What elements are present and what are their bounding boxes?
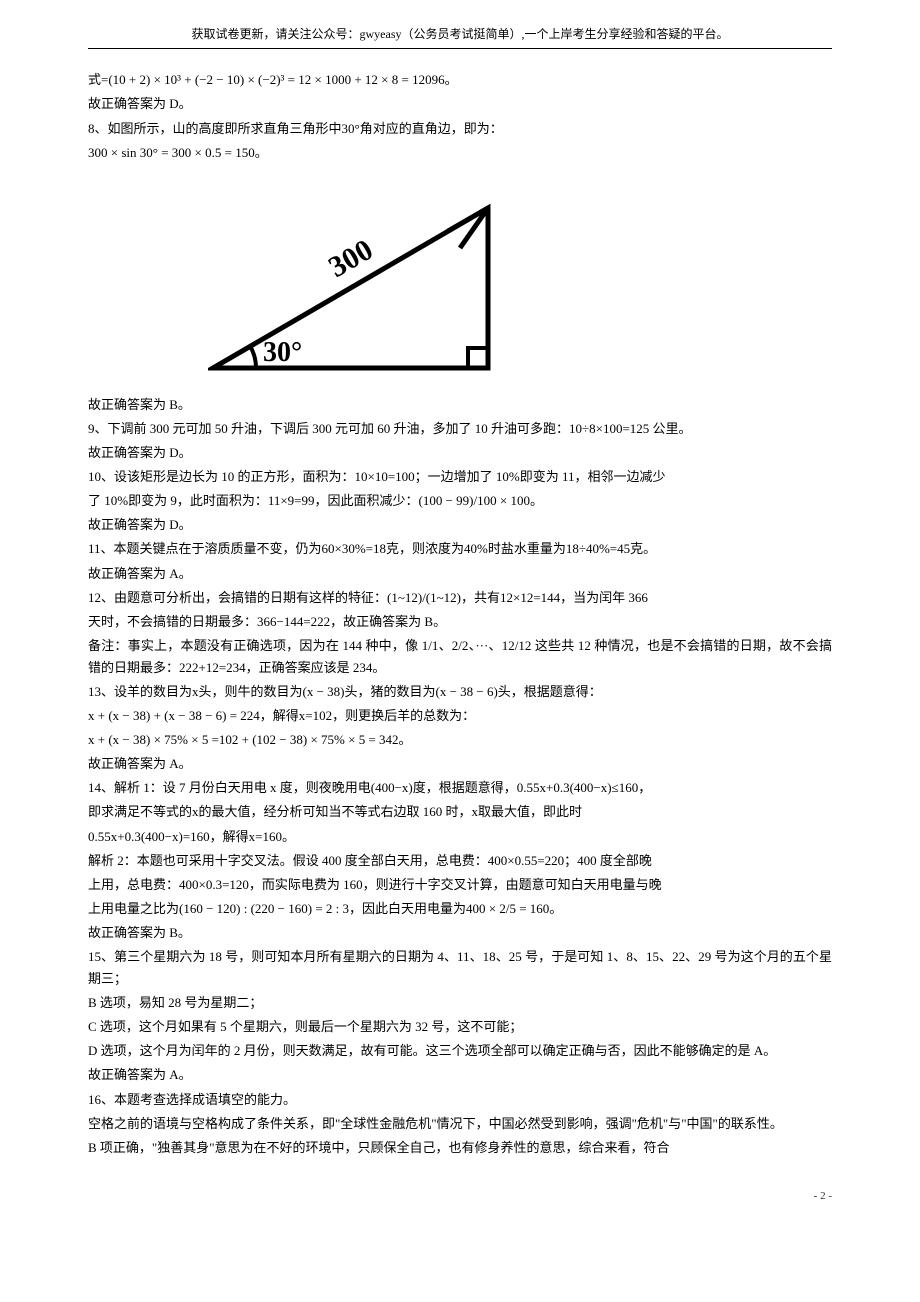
q14-line2: 即求满足不等式的x的最大值，经分析可知当不等式右边取 160 时，x取最大值，即… [88,801,832,823]
q8-line1: 8、如图所示，山的高度即所求直角三角形中30°角对应的直角边，即为： [88,118,832,140]
q8-line2: 300 × sin 30° = 300 × 0.5 = 150。 [88,142,832,164]
triangle-diagram: 30° 300 [208,178,832,380]
q14-alt2: 上用，总电费：400×0.3=120，而实际电费为 160，则进行十字交叉计算，… [88,874,832,896]
q13-line2: x + (x − 38) + (x − 38 − 6) = 224，解得x=10… [88,705,832,727]
q15-optD: D 选项，这个月为闰年的 2 月份，则天数满足，故有可能。这三个选项全部可以确定… [88,1040,832,1062]
q12-note: 备注：事实上，本题没有正确选项，因为在 144 种中，像 1/1、2/2、···… [88,635,832,679]
q8-answer: 故正确答案为 B。 [88,394,832,416]
q10-line2: 了 10%即变为 9，此时面积为：11×9=99，因此面积减少：(100 − 9… [88,490,832,512]
q15-optB: B 选项，易知 28 号为星期二； [88,992,832,1014]
q15-optC: C 选项，这个月如果有 5 个星期六，则最后一个星期六为 32 号，这不可能； [88,1016,832,1038]
q11-line: 11、本题关键点在于溶质质量不变，仍为60×30%=18克，则浓度为40%时盐水… [88,538,832,560]
q9-line: 9、下调前 300 元可加 50 升油，下调后 300 元可加 60 升油，多加… [88,418,832,440]
q12-line1: 12、由题意可分析出，会搞错的日期有这样的特征：(1~12)/(1~12)，共有… [88,587,832,609]
q11-answer: 故正确答案为 A。 [88,563,832,585]
q13-answer: 故正确答案为 A。 [88,753,832,775]
q14-alt3: 上用电量之比为(160 − 120) : (220 − 160) = 2 : 3… [88,898,832,920]
q10-line1: 10、设该矩形是边长为 10 的正方形，面积为：10×10=100；一边增加了 … [88,466,832,488]
q9-answer: 故正确答案为 D。 [88,442,832,464]
q14-alt1: 解析 2：本题也可采用十字交叉法。假设 400 度全部白天用，总电费：400×0… [88,850,832,872]
q14-line1: 14、解析 1：设 7 月份白天用电 x 度，则夜晚用电(400−x)度，根据题… [88,777,832,799]
page-number: - 2 - [0,1181,920,1206]
q14-line3: 0.55x+0.3(400−x)=160，解得x=160。 [88,826,832,848]
q16-line1: 16、本题考查选择成语填空的能力。 [88,1089,832,1111]
q7-answer: 故正确答案为 D。 [88,93,832,115]
q12-line2: 天时，不会搞错的日期最多：366−144=222，故正确答案为 B。 [88,611,832,633]
q14-answer: 故正确答案为 B。 [88,922,832,944]
q10-answer: 故正确答案为 D。 [88,514,832,536]
q13-line3: x + (x − 38) × 75% × 5 =102 + (102 − 38)… [88,729,832,751]
q15-answer: 故正确答案为 A。 [88,1064,832,1086]
q13-line1: 13、设羊的数目为x头，则牛的数目为(x − 38)头，猪的数目为(x − 38… [88,681,832,703]
q15-line1: 15、第三个星期六为 18 号，则可知本月所有星期六的日期为 4、11、18、2… [88,946,832,990]
page-header: 获取试卷更新，请关注公众号：gwyeasy（公务员考试挺简单）,一个上岸考生分享… [88,24,832,49]
angle-label: 30° [263,337,302,368]
q7-expr: 式=(10 + 2) × 10³ + (−2 − 10) × (−2)³ = 1… [88,69,832,91]
q16-line3: B 项正确，"独善其身"意思为在不好的环境中，只顾保全自己，也有修身养性的意思，… [88,1137,832,1159]
q16-line2: 空格之前的语境与空格构成了条件关系，即"全球性金融危机"情况下，中国必然受到影响… [88,1113,832,1135]
